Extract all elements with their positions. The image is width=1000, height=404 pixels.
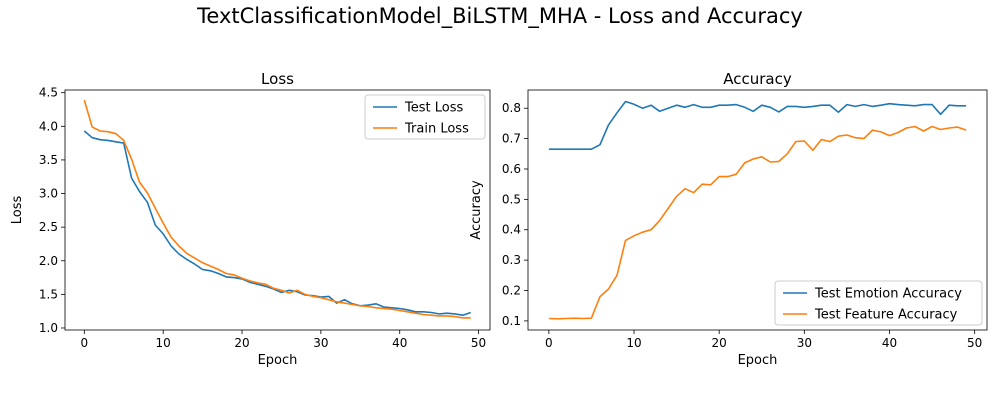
- accuracy-xtick-label: 10: [626, 336, 641, 350]
- accuracy-legend-label-2: Test Feature Accuracy: [814, 308, 958, 323]
- loss-xtick-label: 30: [313, 336, 328, 350]
- accuracy-ytick-label: 0.7: [502, 132, 521, 146]
- loss-ytick-label: 4.0: [39, 119, 58, 133]
- accuracy-ytick-label: 0.8: [502, 101, 521, 115]
- loss-series-line-1: [83, 130, 471, 317]
- accuracy-ytick-label: 0.3: [502, 253, 521, 267]
- figure-suptitle: TextClassificationModel_BiLSTM_MHA - Los…: [196, 4, 803, 29]
- loss-ytick-label: 1.5: [39, 287, 58, 301]
- loss-chart: Loss 0 10 20 30 40 50 1.0 1.5 2.0 2.5 3.0 3.5 4.0 4.5 E…: [10, 70, 491, 368]
- accuracy-ytick-label: 0.6: [502, 162, 521, 176]
- loss-ytick-label: 2.0: [39, 254, 58, 268]
- loss-xtick-label: 40: [392, 336, 407, 350]
- accuracy-xaxis-label: Epoch: [738, 353, 778, 368]
- loss-legend-label-2: Train Loss: [404, 122, 469, 137]
- accuracy-legend-label-1: Test Emotion Accuracy: [814, 287, 962, 302]
- loss-xtick-label: 50: [471, 336, 486, 350]
- loss-xtick-label: 0: [80, 336, 88, 350]
- accuracy-axes-frame: [527, 89, 988, 331]
- accuracy-ytick-label: 0.2: [502, 284, 521, 298]
- accuracy-xtick-label: 40: [882, 336, 897, 350]
- loss-legend: Test Loss Train Loss: [364, 94, 486, 140]
- loss-ytick-label: 2.5: [39, 220, 58, 234]
- accuracy-ytick-label: 0.5: [502, 192, 521, 206]
- accuracy-xtick-label: 20: [712, 336, 727, 350]
- loss-ytick-label: 3.0: [39, 187, 58, 201]
- accuracy-ytick-label: 0.4: [502, 223, 521, 237]
- loss-xtick-label: 20: [234, 336, 249, 350]
- loss-ytick-label: 3.5: [39, 153, 58, 167]
- accuracy-chart: Accuracy 0 10 20 30 40 50 0.1 0.2 0.3 0.4 0.5 0.6 0.7…: [469, 70, 988, 368]
- loss-yaxis-label: Loss: [10, 196, 25, 225]
- accuracy-legend: Test Emotion Accuracy Test Feature Accura…: [774, 280, 983, 326]
- accuracy-series-line-2: [548, 125, 967, 320]
- loss-chart-title: Loss: [261, 70, 294, 88]
- accuracy-chart-title: Accuracy: [723, 70, 792, 88]
- loss-legend-label-1: Test Loss: [404, 101, 463, 116]
- accuracy-xtick-label: 50: [967, 336, 982, 350]
- loss-ytick-label: 1.0: [39, 321, 58, 335]
- loss-series-line-2: [83, 99, 471, 319]
- accuracy-xtick-label: 0: [545, 336, 553, 350]
- accuracy-series-line-1: [548, 100, 967, 150]
- accuracy-xtick-label: 30: [797, 336, 812, 350]
- loss-ytick-label: 4.5: [39, 86, 58, 100]
- accuracy-ytick-label: 0.1: [502, 314, 521, 328]
- loss-xaxis-label: Epoch: [258, 353, 298, 368]
- loss-axes-frame: [64, 89, 491, 331]
- loss-xtick-label: 10: [156, 336, 171, 350]
- accuracy-legend-box: [774, 280, 983, 326]
- accuracy-yaxis-label: Accuracy: [469, 180, 484, 240]
